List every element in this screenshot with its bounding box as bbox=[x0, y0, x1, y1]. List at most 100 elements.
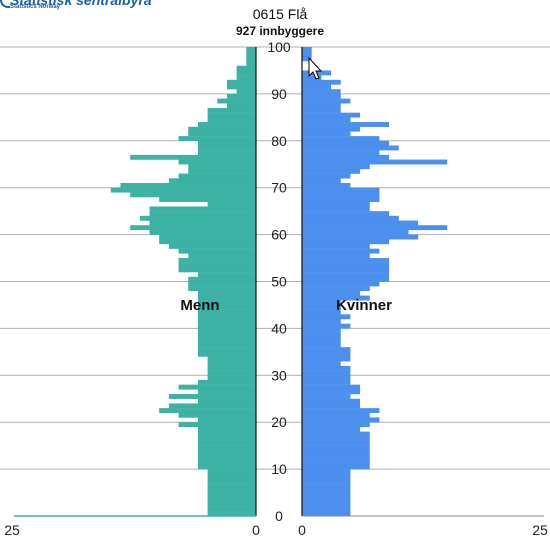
bar-women bbox=[302, 290, 361, 296]
bar-men bbox=[149, 220, 256, 226]
bar-men bbox=[120, 183, 256, 188]
bar-men bbox=[197, 323, 256, 329]
bar-women bbox=[302, 98, 351, 104]
bar-men bbox=[207, 361, 256, 367]
bar-women bbox=[302, 201, 370, 207]
bar-men bbox=[236, 75, 256, 81]
bar-women bbox=[302, 225, 448, 231]
bar-men bbox=[149, 206, 256, 212]
bar-women bbox=[302, 197, 380, 202]
bar-men bbox=[188, 164, 256, 170]
bar-men bbox=[197, 140, 256, 146]
bar-men bbox=[178, 258, 256, 263]
bar-men bbox=[246, 56, 256, 62]
bar-women bbox=[302, 122, 390, 127]
bar-women bbox=[302, 248, 380, 254]
bar-men bbox=[178, 173, 256, 179]
bar-women bbox=[302, 375, 351, 381]
bar-women bbox=[302, 361, 341, 367]
bar-women bbox=[302, 506, 351, 512]
bar-women bbox=[302, 220, 419, 226]
bar-women bbox=[302, 379, 351, 385]
bar-men bbox=[207, 497, 256, 503]
bar-men bbox=[197, 389, 256, 395]
bar-women bbox=[302, 487, 351, 493]
bar-women bbox=[302, 408, 380, 414]
bar-men bbox=[197, 304, 256, 310]
gridlines bbox=[0, 46, 550, 470]
bar-women bbox=[302, 243, 370, 249]
bar-men bbox=[197, 300, 256, 306]
series-label-men: Menn bbox=[180, 297, 219, 314]
bar-women bbox=[302, 117, 351, 123]
bar-men bbox=[178, 248, 256, 254]
bar-women bbox=[302, 183, 351, 188]
bar-men bbox=[197, 122, 256, 127]
bar-women bbox=[302, 215, 399, 221]
x-tick-label: 25 bbox=[4, 522, 20, 538]
bar-women bbox=[302, 75, 322, 81]
bar-women bbox=[302, 394, 351, 399]
y-tick-label: 70 bbox=[271, 180, 287, 196]
bar-women bbox=[302, 229, 409, 235]
bar-women bbox=[302, 445, 370, 451]
women-bars bbox=[302, 47, 448, 517]
bar-men bbox=[207, 478, 256, 484]
bar-men bbox=[178, 159, 256, 165]
bar-men bbox=[197, 290, 256, 296]
bar-men bbox=[178, 267, 256, 273]
bar-men bbox=[159, 239, 256, 245]
bar-men bbox=[207, 375, 256, 381]
bar-men bbox=[197, 347, 256, 353]
bar-women bbox=[302, 211, 390, 217]
men-bars bbox=[110, 47, 256, 517]
bar-women bbox=[302, 103, 341, 109]
bar-men bbox=[130, 225, 256, 231]
bar-men bbox=[197, 436, 256, 442]
chart-subtitle: 927 innbyggere bbox=[235, 24, 325, 38]
bar-men bbox=[197, 417, 256, 423]
bar-women bbox=[302, 187, 380, 193]
bar-men bbox=[197, 295, 256, 301]
bar-women bbox=[302, 323, 351, 329]
bar-men bbox=[197, 459, 256, 465]
bar-men bbox=[168, 243, 256, 249]
bar-men bbox=[197, 431, 256, 437]
bar-women bbox=[302, 140, 390, 146]
bar-women bbox=[302, 455, 370, 460]
bar-women bbox=[302, 178, 341, 184]
bar-women bbox=[302, 304, 341, 310]
mouse-cursor-icon bbox=[308, 56, 323, 80]
bar-women bbox=[302, 497, 351, 503]
axes bbox=[14, 47, 544, 517]
bar-men bbox=[197, 328, 256, 334]
bar-women bbox=[302, 300, 341, 306]
bar-men bbox=[226, 103, 256, 109]
bar-men bbox=[178, 412, 256, 418]
bar-women bbox=[302, 168, 361, 174]
x-tick-label: 0 bbox=[252, 522, 260, 538]
bar-men bbox=[159, 234, 256, 240]
bar-men bbox=[197, 145, 256, 151]
bar-women bbox=[302, 267, 390, 273]
bar-men bbox=[236, 65, 256, 71]
bar-men bbox=[130, 154, 256, 160]
bar-women bbox=[302, 422, 370, 428]
bar-men bbox=[226, 84, 256, 90]
bar-men bbox=[197, 445, 256, 451]
bar-women bbox=[302, 107, 341, 113]
bar-women bbox=[302, 286, 370, 292]
bar-men bbox=[178, 262, 256, 268]
bar-men bbox=[207, 511, 256, 517]
bar-women bbox=[302, 492, 351, 498]
bar-women bbox=[302, 126, 361, 132]
bar-men bbox=[197, 440, 256, 446]
logo-name: Statistisk sentralbyrå bbox=[10, 0, 152, 8]
bar-women bbox=[302, 173, 351, 179]
bar-men bbox=[197, 450, 256, 456]
bar-women bbox=[302, 154, 390, 160]
bar-men bbox=[178, 384, 256, 390]
bar-women bbox=[302, 384, 361, 390]
bar-men bbox=[207, 365, 256, 371]
